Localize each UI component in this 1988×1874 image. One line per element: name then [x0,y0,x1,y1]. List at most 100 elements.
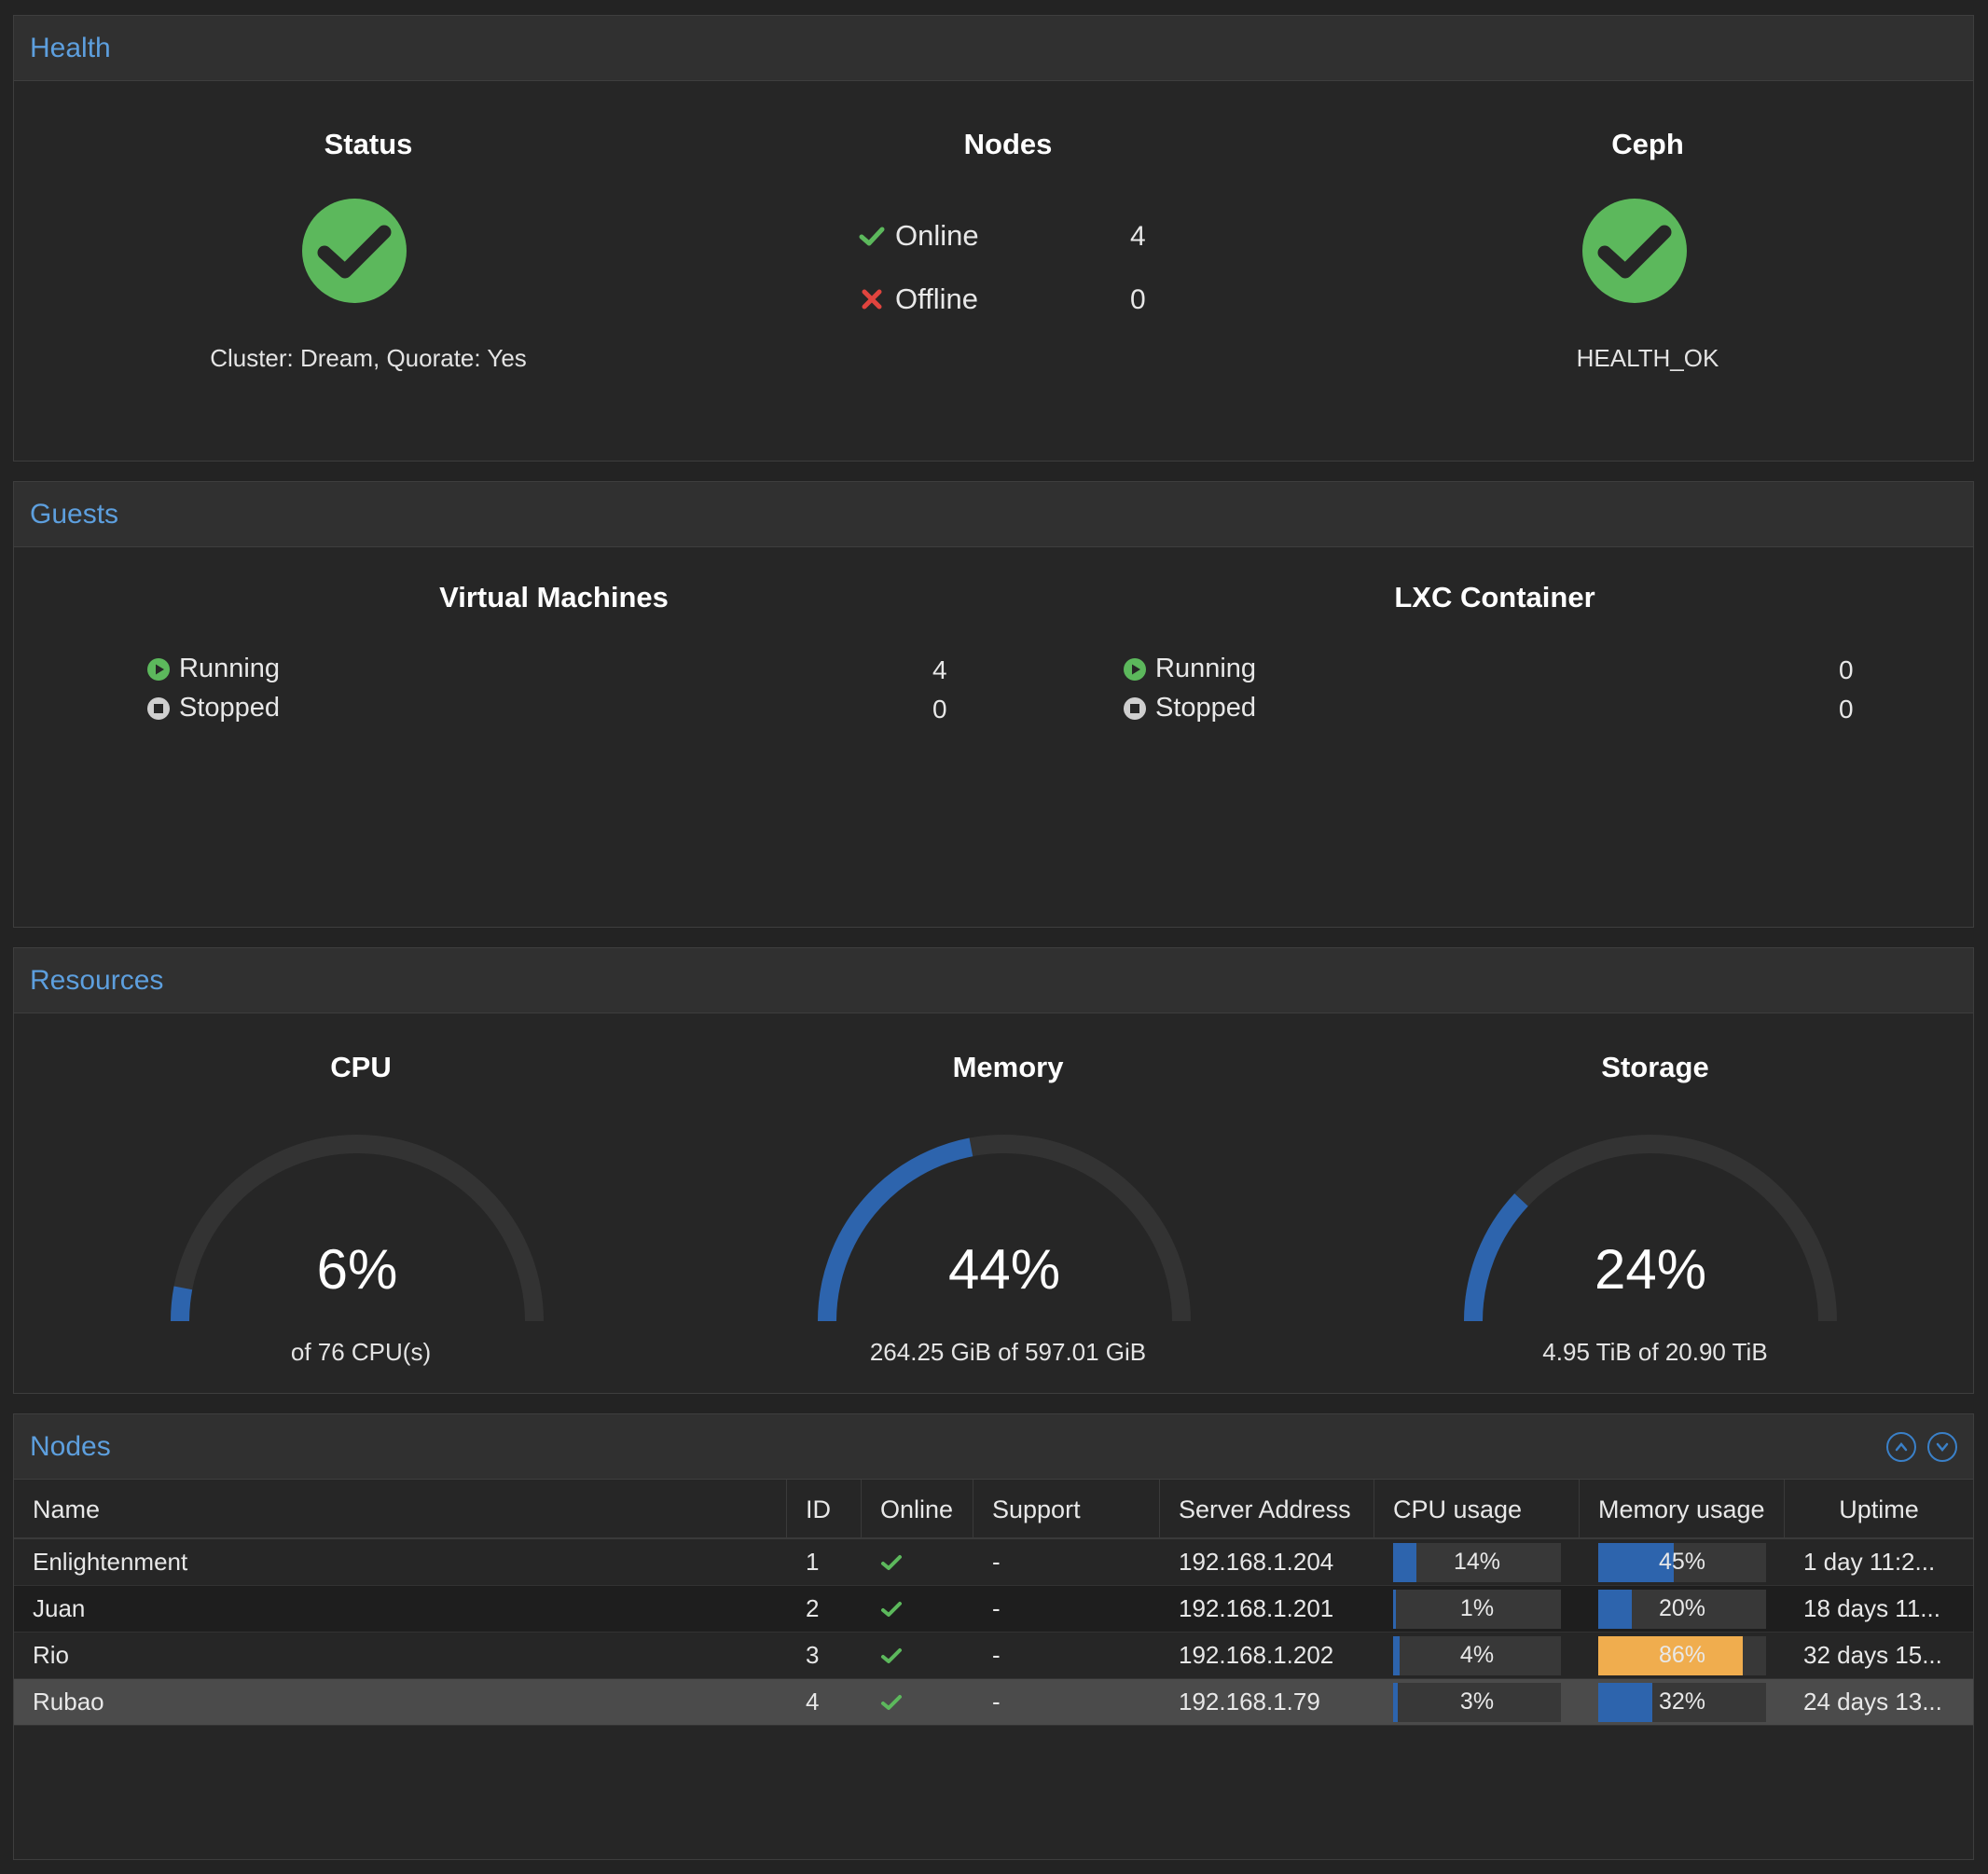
guests-panel: Guests Virtual Machines Running 4 Stoppe… [13,481,1974,928]
nodes-title: Nodes [963,128,1053,160]
column-header-uptime[interactable]: Uptime [1839,1495,1919,1523]
stopped-stop-icon [1124,696,1146,720]
column-header-server-address[interactable]: Server Address [1160,1480,1374,1539]
node-memory-usage: 32% [1580,1679,1785,1725]
lxc-running-count: 0 [1839,655,1854,684]
cpu-usage-value: 4% [1459,1642,1495,1668]
ceph-ok-icon [1582,199,1687,303]
status-title: Status [324,128,413,160]
storage-gauge-value: 24% [1594,1238,1707,1301]
memory-usage-value: 20% [1658,1595,1706,1621]
table-row[interactable]: Juan 2 - 192.168.1.201 1% 20% 18 days 11... [14,1586,1973,1633]
running-play-icon [147,657,170,681]
memory-usage-bar: 20% [1598,1589,1766,1629]
memory-usage-bar: 45% [1598,1542,1766,1582]
ceph-caption: HEALTH_OK [1576,344,1719,372]
column-header-support[interactable]: Support [973,1480,1160,1539]
cpu-usage-bar: 4% [1393,1635,1561,1675]
lxc-title: LXC Container [1394,581,1595,613]
storage-caption: 4.95 TiB of 20.90 TiB [1542,1338,1768,1366]
memory-usage-bar-fill [1598,1542,1674,1582]
nodes-online-label: Online [895,219,979,252]
node-server-address: 192.168.1.79 [1179,1688,1320,1716]
vm-running-row: Running [147,654,280,684]
column-header-id[interactable]: ID [787,1480,862,1539]
stopped-stop-icon [147,696,170,720]
node-name: Enlightenment [33,1548,188,1576]
cpu-title: CPU [330,1051,392,1083]
collapse-up-icon[interactable] [1886,1432,1916,1462]
storage-title: Storage [1601,1051,1709,1083]
column-header-online[interactable]: Online [862,1480,973,1539]
memory-usage-value: 45% [1658,1549,1706,1575]
vm-stopped-label: Stopped [179,693,281,723]
lxc-running-label: Running [1155,654,1257,683]
node-support: - [992,1688,1001,1716]
column-header-cpu-usage[interactable]: CPU usage [1374,1480,1580,1539]
node-server-address: 192.168.1.202 [1179,1641,1334,1669]
health-panel-title: Health [30,32,111,63]
status-caption: Cluster: Dream, Quorate: Yes [210,344,527,372]
node-cpu-usage: 3% [1374,1679,1580,1725]
nodes-offline-row: Offline [858,282,978,316]
cpu-usage-bar: 3% [1393,1682,1561,1722]
node-id: 3 [806,1641,820,1669]
node-id: 1 [806,1548,820,1576]
vm-running-label: Running [179,654,281,683]
node-support: - [992,1594,1001,1622]
status-ok-icon [302,199,407,303]
memory-gauge-value: 44% [947,1238,1061,1301]
vm-running-count: 4 [932,655,947,684]
running-play-icon [1124,657,1146,681]
nodes-offline-count: 0 [1130,284,1146,315]
memory-gauge: 44% [808,1125,1200,1340]
column-header-memory-usage[interactable]: Memory usage [1580,1480,1785,1539]
cpu-usage-bar-fill [1393,1589,1396,1629]
storage-gauge-svg [1464,1135,1837,1322]
memory-caption: 264.25 GiB of 597.01 GiB [869,1338,1147,1366]
node-memory-usage: 45% [1580,1539,1785,1585]
health-panel-header: Health [14,16,1973,81]
lxc-stopped-row: Stopped [1124,693,1256,723]
node-uptime: 32 days 15... [1803,1641,1942,1669]
node-uptime: 1 day 11:2... [1803,1548,1936,1576]
memory-usage-value: 32% [1658,1688,1706,1715]
lxc-running-row: Running [1124,654,1256,684]
health-panel: Health Status Cluster: Dream, Quorate: Y… [13,15,1974,462]
cpu-usage-value: 3% [1459,1688,1495,1715]
guests-panel-header: Guests [14,482,1973,547]
vm-title: Virtual Machines [439,581,669,613]
online-check-icon [862,1633,973,1678]
column-header-name[interactable]: Name [14,1480,787,1539]
node-memory-usage: 20% [1580,1586,1785,1632]
vm-stopped-count: 0 [932,695,947,723]
expand-down-icon[interactable] [1927,1432,1957,1462]
resources-panel-title: Resources [30,964,164,996]
guests-panel-title: Guests [30,498,119,530]
table-row[interactable]: Rio 3 - 192.168.1.202 4% 86% 32 days 15... [14,1633,1973,1679]
table-row[interactable]: Rubao 4 - 192.168.1.79 3% 32% 24 days 13... [14,1679,1973,1726]
cpu-gauge: 6% [161,1125,553,1340]
cpu-usage-bar: 14% [1393,1542,1561,1582]
cpu-usage-bar-fill [1393,1682,1399,1722]
online-check-icon [858,222,886,250]
cpu-usage-bar: 1% [1393,1589,1561,1629]
memory-usage-bar: 32% [1598,1682,1766,1722]
node-support: - [992,1641,1001,1669]
node-name: Juan [33,1594,86,1622]
offline-x-icon [858,285,886,313]
node-memory-usage: 86% [1580,1633,1785,1678]
nodes-panel-title: Nodes [30,1430,111,1462]
cpu-caption: of 76 CPU(s) [290,1338,432,1366]
storage-gauge-fill [1464,1193,1528,1322]
node-uptime: 18 days 11... [1803,1594,1940,1622]
lxc-stopped-label: Stopped [1155,693,1257,723]
online-check-icon [862,1679,973,1725]
table-row[interactable]: Enlightenment 1 - 192.168.1.204 14% 45% 1 day … [14,1539,1973,1586]
storage-gauge: 24% [1455,1125,1846,1340]
memory-gauge-fill [818,1137,973,1322]
nodes-offline-label: Offline [895,282,979,315]
memory-usage-bar-fill [1598,1635,1743,1675]
nodes-online-count: 4 [1130,221,1146,252]
online-check-icon [862,1586,973,1632]
